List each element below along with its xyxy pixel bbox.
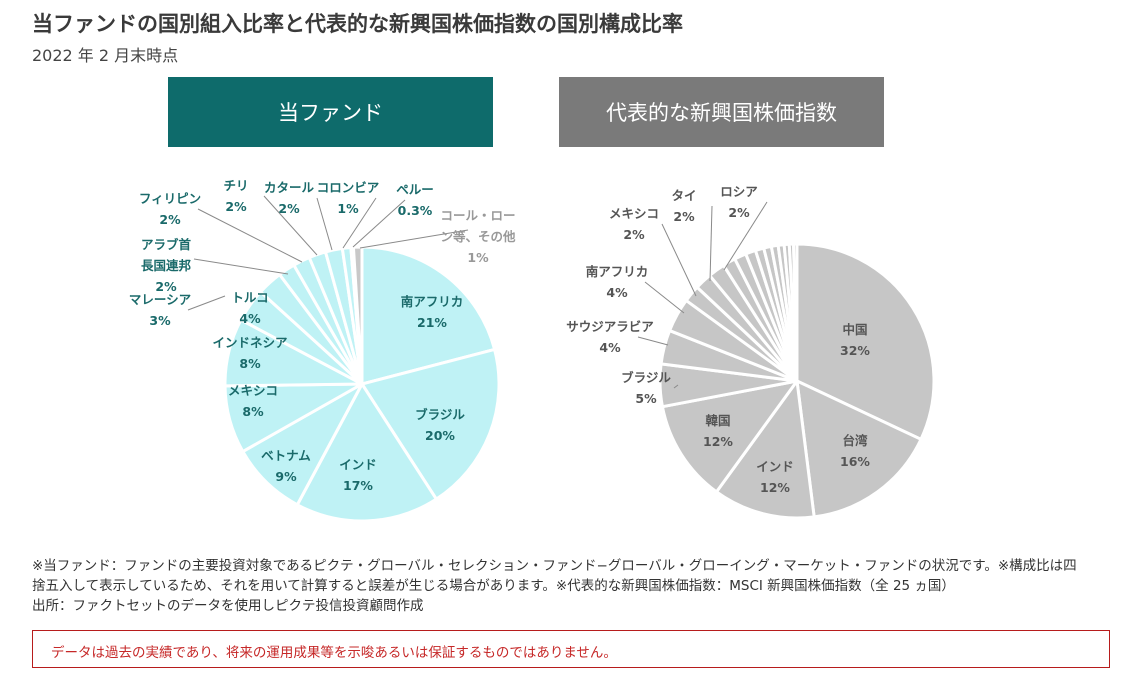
fund-chart-header: 当ファンド <box>168 77 493 147</box>
leader-line <box>359 229 469 249</box>
leader-line <box>342 197 377 249</box>
slice-value-label: 3% <box>149 313 171 328</box>
slice-name-label: 南アフリカ <box>401 294 464 309</box>
leader-line <box>644 281 685 314</box>
slice-name-label: コール・ロー <box>440 208 515 223</box>
slice-value-label: 2% <box>673 209 695 224</box>
leader-line <box>673 384 679 389</box>
pie-charts: 南アフリカ 21% ブラジル 20% インド 17% ベトナム 9% メキシコ 8% インドネシア 8… <box>129 178 936 523</box>
slice-name-label: インド <box>339 457 377 472</box>
slice-value-label: 4% <box>599 340 621 355</box>
slice-value-label: 2% <box>278 201 300 216</box>
slice-value-label: 8% <box>242 404 264 419</box>
footnote-line: 捨五入して表示しているため、それを用いて計算すると誤差が生じる場合があります。※… <box>32 578 955 594</box>
slice-name-label: アラブ首 <box>141 237 192 252</box>
slice-name-label: ブラジル <box>415 407 465 422</box>
leader-line <box>709 205 713 282</box>
leader-line <box>661 223 697 297</box>
slice-name-label: インドネシア <box>212 335 287 350</box>
index-pie-chart: 中国 32% 台湾 16% インド 12% 韓国 12% ブラジル 5% サウジアラビア 4% 南アフリ… <box>566 184 936 520</box>
slice-name-label: ベトナム <box>261 448 311 463</box>
slice-value-label: 1% <box>467 250 489 265</box>
slice-name-label: フィリピン <box>139 191 201 206</box>
slice-name-label: ペルー <box>396 182 434 197</box>
slice-value-label: 2% <box>623 227 645 242</box>
slice-value-label: 20% <box>425 428 455 443</box>
slice-name-label: カタール <box>264 180 315 195</box>
slice-name-label: タイ <box>671 188 696 203</box>
slice-value-label: 16% <box>840 454 870 469</box>
slice-name-label: ロシア <box>720 184 758 199</box>
slice-value-label: 2% <box>159 212 181 227</box>
slice-value-label: 32% <box>840 343 870 358</box>
slice-name-label: 中国 <box>842 322 867 337</box>
leader-line <box>193 258 289 275</box>
slice-name-label: ン等、その他 <box>440 229 516 244</box>
slice-value-label: 21% <box>417 315 447 330</box>
slice-value-label: 8% <box>239 356 261 371</box>
leader-line <box>187 295 226 311</box>
pie-slice <box>795 242 936 441</box>
pie-slice <box>795 379 923 519</box>
leader-line <box>637 336 669 346</box>
slice-name-label: サウジアラビア <box>566 319 654 334</box>
slice-name-label: 長国連邦 <box>141 258 192 273</box>
pie-slice <box>714 379 816 520</box>
slice-value-label: 2% <box>728 205 750 220</box>
leader-line <box>197 208 303 263</box>
slice-value-label: 0.3% <box>398 203 433 218</box>
page-title: 当ファンドの国別組入比率と代表的な新興国株価指数の国別構成比率 <box>32 12 683 36</box>
source-note: 出所：ファクトセットのデータを使用しピクテ投信投資顧問作成 <box>32 598 424 614</box>
slice-value-label: 1% <box>337 201 359 216</box>
slice-name-label: マレーシア <box>129 292 191 307</box>
pie-slice <box>360 347 501 501</box>
leader-line <box>723 201 768 271</box>
disclaimer-box: データは過去の実績であり、将来の運用成果等を示唆あるいは保証するものではありませ… <box>32 630 1110 668</box>
leader-line <box>316 197 333 251</box>
slice-name-label: メキシコ <box>609 206 659 221</box>
slice-name-label: トルコ <box>231 290 268 305</box>
pie-slice <box>660 379 799 494</box>
slice-value-label: 2% <box>225 199 247 214</box>
slice-value-label: 2% <box>155 279 177 294</box>
slice-value-label: 4% <box>239 311 261 326</box>
slice-name-label: メキシコ <box>228 383 278 398</box>
slice-value-label: 17% <box>343 478 373 493</box>
slice-name-label: インド <box>756 459 794 474</box>
slice-value-label: 5% <box>635 391 657 406</box>
slice-value-label: 4% <box>606 285 628 300</box>
slice-name-label: 台湾 <box>842 433 868 448</box>
slice-name-label: コロンビア <box>317 180 380 195</box>
pie-slice <box>792 242 799 383</box>
slice-name-label: チリ <box>223 178 248 193</box>
slice-name-label: 南アフリカ <box>586 264 649 279</box>
slice-name-label: ブラジル <box>621 370 671 385</box>
index-chart-header: 代表的な新興国株価指数 <box>559 77 884 147</box>
slice-name-label: 韓国 <box>705 413 730 428</box>
slice-value-label: 9% <box>275 469 297 484</box>
leader-line <box>263 195 318 256</box>
footnotes: ※当ファンド：ファンドの主要投資対象であるピクテ・グローバル・セレクション・ファ… <box>32 556 1107 616</box>
page-subtitle: 2022 年 2 月末時点 <box>32 46 179 65</box>
slice-value-label: 12% <box>703 434 733 449</box>
footnote-line: ※当ファンド：ファンドの主要投資対象であるピクテ・グローバル・セレクション・ファ… <box>32 558 1077 574</box>
pie-slice <box>295 382 438 523</box>
leader-line <box>352 199 406 248</box>
pie-slice <box>360 245 497 386</box>
slice-value-label: 12% <box>760 480 790 495</box>
fund-pie-chart: 南アフリカ 21% ブラジル 20% インド 17% ベトナム 9% メキシコ 8% インドネシア 8… <box>129 178 516 523</box>
